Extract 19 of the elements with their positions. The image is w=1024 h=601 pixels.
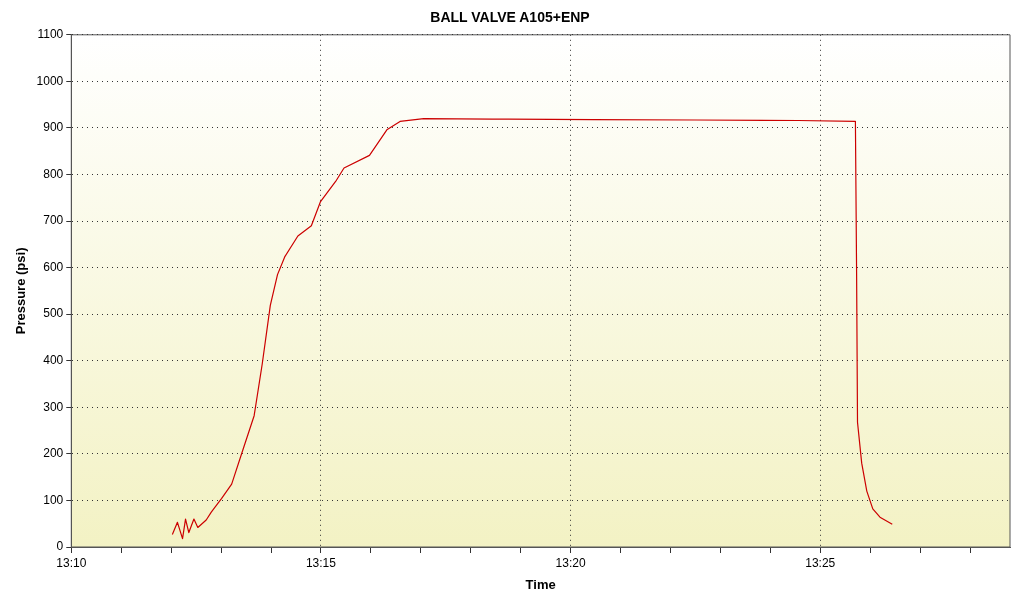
y-tick-label: 200 (43, 446, 64, 461)
chart-title: BALL VALVE A105+ENP (430, 9, 590, 26)
x-tick-label: 13:20 (555, 555, 586, 570)
y-tick-label: 100 (43, 492, 64, 507)
y-tick-label: 800 (43, 166, 64, 181)
y-tick-label: 1100 (37, 27, 64, 42)
x-axis-title: Time (525, 576, 556, 592)
x-tick-label: 13:10 (56, 555, 87, 570)
y-axis-title: Pressure (psi) (13, 247, 29, 335)
y-tick-label: 600 (43, 259, 64, 274)
y-tick-label: 500 (43, 306, 64, 321)
y-tick-label: 1000 (36, 73, 64, 88)
x-tick-label: 13:15 (305, 555, 337, 570)
y-tick-label: 400 (43, 353, 64, 368)
y-tick-label: 700 (43, 213, 64, 228)
y-tick-label: 300 (43, 399, 64, 414)
x-tick-label: 13:25 (805, 555, 836, 570)
y-tick-label: 0 (56, 539, 64, 554)
y-tick-label: 900 (43, 120, 64, 135)
